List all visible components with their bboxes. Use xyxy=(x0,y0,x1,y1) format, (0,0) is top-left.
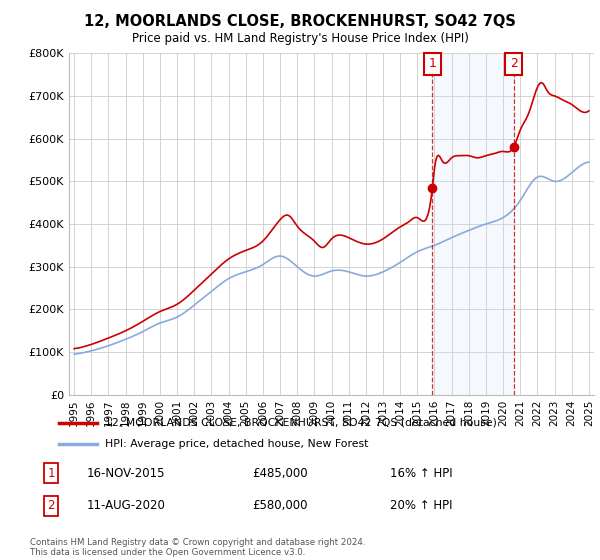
Text: Contains HM Land Registry data © Crown copyright and database right 2024.
This d: Contains HM Land Registry data © Crown c… xyxy=(30,538,365,557)
Text: 16% ↑ HPI: 16% ↑ HPI xyxy=(390,466,452,480)
Text: Price paid vs. HM Land Registry's House Price Index (HPI): Price paid vs. HM Land Registry's House … xyxy=(131,32,469,45)
Text: 12, MOORLANDS CLOSE, BROCKENHURST, SO42 7QS (detached house): 12, MOORLANDS CLOSE, BROCKENHURST, SO42 … xyxy=(105,418,497,428)
Text: 2: 2 xyxy=(47,499,55,512)
Text: 2: 2 xyxy=(510,57,518,71)
Bar xyxy=(433,53,514,395)
Text: £485,000: £485,000 xyxy=(252,466,308,480)
Text: HPI: Average price, detached house, New Forest: HPI: Average price, detached house, New … xyxy=(105,439,368,449)
Text: 11-AUG-2020: 11-AUG-2020 xyxy=(87,499,166,512)
Text: £580,000: £580,000 xyxy=(252,499,308,512)
Text: 20% ↑ HPI: 20% ↑ HPI xyxy=(390,499,452,512)
Text: 12, MOORLANDS CLOSE, BROCKENHURST, SO42 7QS: 12, MOORLANDS CLOSE, BROCKENHURST, SO42 … xyxy=(84,14,516,29)
Text: 1: 1 xyxy=(47,466,55,480)
Text: 1: 1 xyxy=(428,57,436,71)
Text: 16-NOV-2015: 16-NOV-2015 xyxy=(87,466,166,480)
